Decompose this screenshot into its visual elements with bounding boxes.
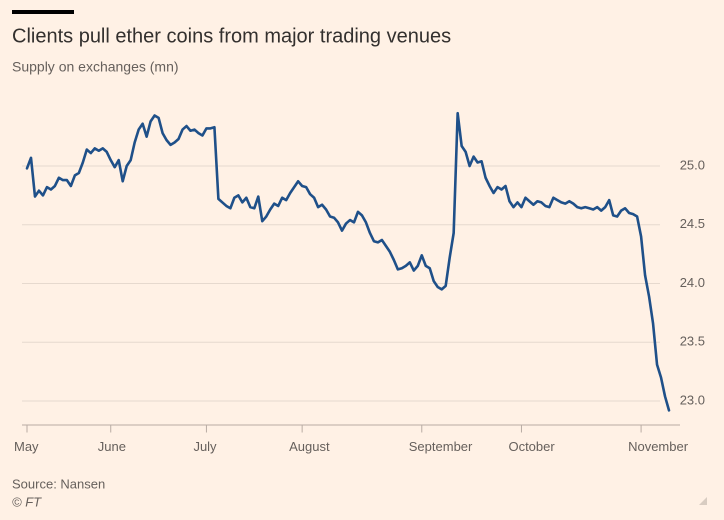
y-tick-label: 24.0: [680, 275, 705, 290]
chart-subtitle: Supply on exchanges (mn): [12, 59, 179, 75]
y-tick-label: 25.0: [680, 157, 705, 172]
y-tick-label: 23.5: [680, 334, 705, 349]
x-tick-label: June: [98, 439, 126, 454]
credit: © FT: [12, 494, 42, 509]
y-tick-label: 23.0: [680, 392, 705, 407]
data-line: [25, 111, 671, 412]
x-tick-label: August: [289, 439, 330, 454]
source: Source: Nansen: [12, 476, 105, 491]
chart-title: Clients pull ether coins from major trad…: [12, 25, 451, 47]
x-tick-label: May: [14, 439, 39, 454]
resize-mark: [699, 497, 707, 505]
x-tick-label: July: [193, 439, 217, 454]
x-tick-label: November: [628, 439, 689, 454]
x-tick-label: September: [409, 439, 473, 454]
y-tick-label: 24.5: [680, 216, 705, 231]
brand-bar: [12, 10, 74, 14]
x-tick-label: October: [508, 439, 555, 454]
